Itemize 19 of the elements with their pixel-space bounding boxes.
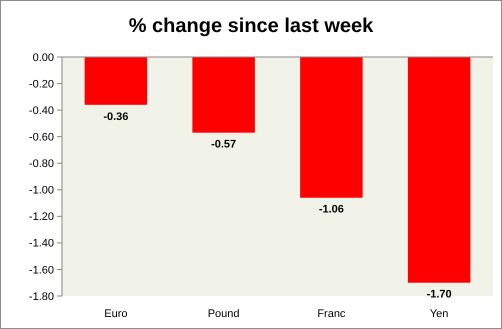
data-label: -1.06 — [318, 204, 344, 216]
data-label: -0.57 — [211, 138, 236, 151]
chart-title: % change since last week — [128, 15, 374, 37]
data-label: -1.70 — [426, 288, 452, 301]
y-tick-label: -0.20 — [28, 78, 54, 90]
x-tick-label: Franc — [317, 308, 346, 320]
y-tick-label: -0.80 — [28, 158, 54, 170]
x-tick-label: Yen — [430, 308, 448, 320]
x-tick-label: Pound — [208, 308, 240, 320]
x-tick-label: Euro — [104, 308, 128, 320]
y-tick-label: -1.00 — [28, 184, 54, 197]
y-tick-label: -0.40 — [28, 104, 54, 117]
y-tick-label: -1.20 — [28, 211, 54, 224]
y-tick-label: -1.60 — [28, 264, 54, 276]
y-tick-label: -1.80 — [28, 290, 54, 303]
y-tick-label: -0.60 — [28, 132, 54, 144]
data-label: -0.36 — [103, 110, 128, 123]
y-tick-label: -1.40 — [28, 238, 54, 250]
y-tick-label: 0.00 — [32, 52, 54, 64]
